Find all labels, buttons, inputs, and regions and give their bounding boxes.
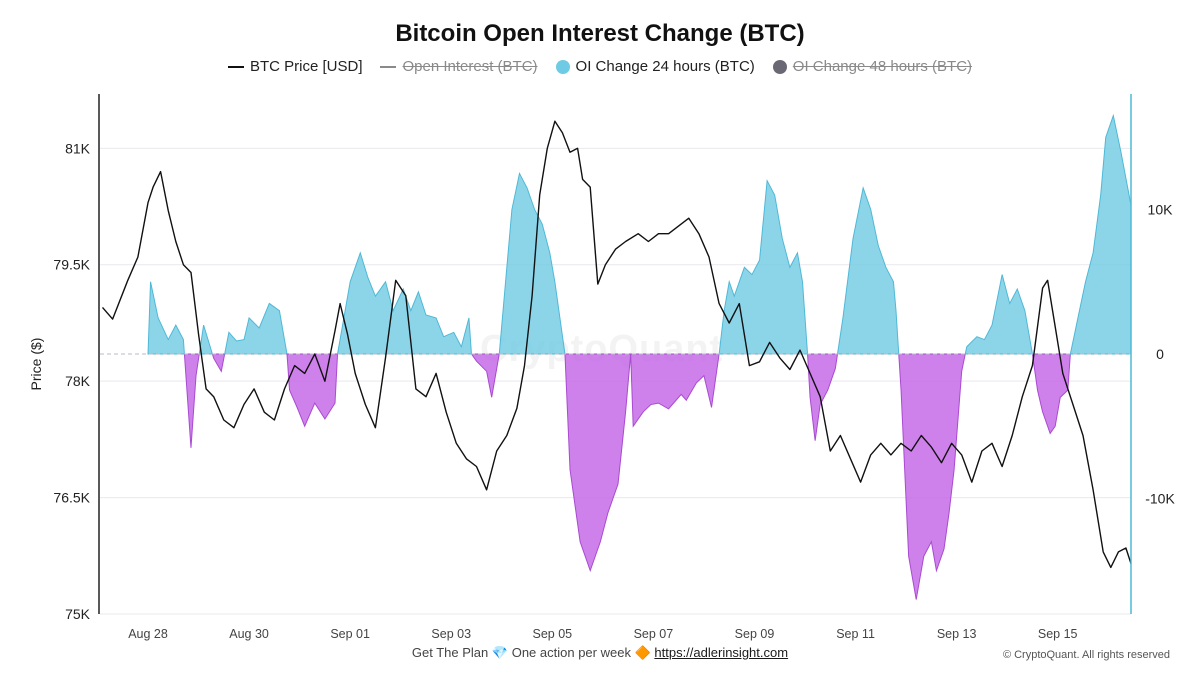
oi-positive-area	[336, 251, 472, 355]
oi-positive-area	[964, 274, 1034, 355]
legend-item-open-interest[interactable]: Open Interest (BTC)	[380, 58, 538, 75]
oi-positive-area	[147, 281, 185, 355]
x-tick-label: Sep 13	[937, 627, 977, 641]
x-tick-label: Sep 15	[1038, 627, 1078, 641]
oi-negative-area	[898, 353, 966, 600]
x-tick-label: Sep 03	[431, 627, 471, 641]
legend-label-oi-change-48h: OI Change 48 hours (BTC)	[792, 58, 973, 75]
oi-negative-area	[1031, 353, 1071, 435]
circle-icon	[555, 59, 570, 74]
oi-positive-area	[224, 302, 288, 355]
oi-negative-area	[286, 353, 339, 428]
x-tick-label: Sep 05	[533, 627, 573, 641]
left-tick-label: 75K	[65, 606, 91, 622]
oi-negative-area	[470, 353, 500, 398]
oi-negative-area	[564, 353, 720, 573]
x-tick-label: Sep 01	[330, 627, 370, 641]
footer-action-text: One action per week	[511, 645, 631, 660]
legend-label-btc-price: BTC Price [USD]	[249, 58, 363, 75]
copyright: © CryptoQuant. All rights reserved	[1002, 649, 1170, 661]
x-tick-label: Sep 11	[836, 627, 875, 641]
right-tick-label: 10K	[1148, 202, 1174, 218]
right-tick-label: 0	[1156, 346, 1164, 362]
legend-label-oi-change-24h: OI Change 24 hours (BTC)	[575, 58, 755, 75]
footer: Get The Plan 💎 One action per week 🔶 htt…	[0, 645, 1200, 661]
x-tick-label: Sep 07	[634, 627, 674, 641]
x-tick-label: Aug 30	[229, 627, 269, 641]
x-tick-label: Sep 09	[735, 627, 775, 641]
x-tick-label: Aug 28	[128, 627, 168, 641]
legend-item-oi-change-24h[interactable]: OI Change 24 hours (BTC)	[555, 58, 755, 75]
line-icon	[227, 65, 244, 68]
oi-negative-area	[807, 353, 839, 441]
circle-icon	[772, 59, 787, 74]
left-tick-label: 81K	[65, 140, 91, 156]
left-tick-label: 78K	[65, 373, 91, 389]
legend: BTC Price [USD] Open Interest (BTC) OI C…	[0, 58, 1200, 75]
oi-positive-area	[498, 171, 566, 355]
oi-negative-area	[183, 353, 200, 448]
oi-negative-area	[211, 353, 226, 373]
diamond-icon: 🔶	[634, 645, 651, 660]
left-tick-label: 76.5K	[53, 490, 90, 506]
legend-item-oi-change-48h[interactable]: OI Change 48 hours (BTC)	[772, 58, 973, 75]
right-tick-label: -10K	[1145, 490, 1175, 506]
footer-plan-text: Get The Plan	[411, 645, 489, 660]
oi-positive-area	[1069, 113, 1132, 355]
chart-title: Bitcoin Open Interest Change (BTC)	[395, 20, 805, 47]
y-axis-title: Price ($)	[28, 338, 44, 391]
left-tick-label: 79.5K	[53, 257, 90, 273]
oi-positive-area	[836, 185, 900, 355]
gem-icon: 💎	[491, 645, 509, 660]
footer-link[interactable]: https://adlerinsight.com	[654, 645, 789, 660]
legend-item-btc-price[interactable]: BTC Price [USD]	[227, 58, 363, 75]
oi-positive-area	[718, 178, 809, 355]
btc-price-line	[101, 120, 1132, 569]
legend-label-open-interest: Open Interest (BTC)	[402, 58, 538, 75]
line-icon	[380, 65, 397, 68]
